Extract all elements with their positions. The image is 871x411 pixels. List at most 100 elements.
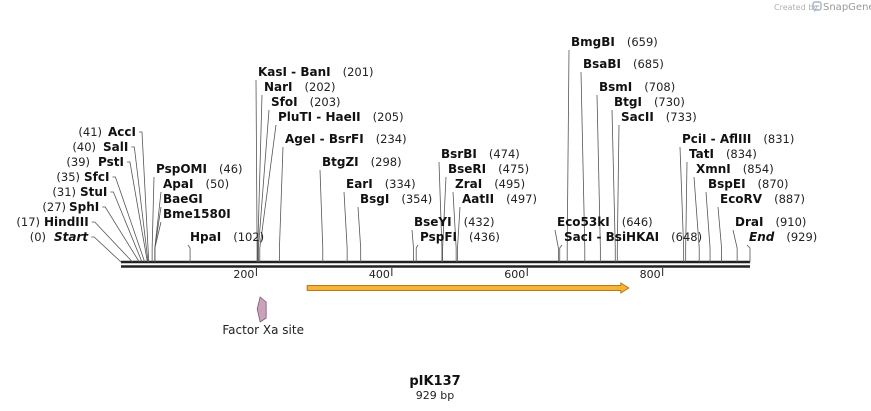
site-xmni: XmnI	[696, 162, 731, 176]
site-position: (40)	[72, 140, 96, 154]
leader-start	[91, 236, 122, 263]
axis-tick-label: 400	[369, 268, 390, 281]
site-position: (831)	[763, 132, 794, 146]
leader-bsabi	[580, 71, 586, 262]
site-position: (354)	[401, 192, 432, 206]
site-position: (685)	[633, 57, 664, 71]
leader-pluti-haeii	[259, 124, 277, 262]
site-position: (334)	[385, 177, 416, 191]
site-bmgbi: BmgBI	[571, 35, 615, 49]
leader-bseri	[442, 176, 447, 262]
site-aatii: AatII	[462, 192, 494, 206]
site-stui: StuI	[80, 185, 107, 199]
site-leader-lines	[91, 49, 751, 263]
site-psti: PstI	[98, 155, 124, 169]
site-position: (730)	[654, 95, 685, 109]
leader-xmni	[693, 176, 700, 262]
site-bsabi: BsaBI	[583, 57, 621, 71]
site-position: (35)	[56, 170, 80, 184]
site-bseri: BseRI	[448, 162, 486, 176]
site-position: (475)	[498, 162, 529, 176]
site-position: (27)	[42, 200, 66, 214]
snapgene-logo	[812, 1, 822, 11]
feature-label: Factor Xa site	[222, 323, 304, 337]
leader-sfoi	[258, 109, 270, 262]
site-drai: DraI	[735, 215, 763, 229]
site-tati: TatI	[689, 147, 714, 161]
site-position: (202)	[305, 80, 336, 94]
leader-stui	[110, 191, 143, 263]
site-position: (31)	[52, 185, 76, 199]
site-position: (708)	[644, 80, 675, 94]
leader-kasi-bani	[255, 79, 258, 262]
leader-bsgi	[357, 206, 362, 262]
leader-pspfi	[415, 244, 419, 262]
site-position: (46)	[219, 162, 243, 176]
site-position: (203)	[310, 95, 341, 109]
axis-tick-label: 800	[640, 268, 661, 281]
leader-eco53ki	[554, 229, 559, 262]
orf-arrow	[306, 282, 630, 294]
site-ecorv: EcoRV	[720, 192, 763, 206]
site-apai: ApaI	[163, 177, 193, 191]
leader-pspomi	[151, 176, 155, 262]
leader-hpai	[187, 244, 191, 262]
site-position: (497)	[506, 192, 537, 206]
factor-xa-site-marker	[256, 296, 267, 323]
leader-hindiii	[91, 221, 133, 263]
leader-bme1580i	[154, 221, 162, 262]
site-pspfi: PspFI	[420, 230, 457, 244]
leader-sfci	[112, 176, 146, 263]
site-position: (201)	[343, 65, 374, 79]
site-bseyi: BseYI	[414, 215, 452, 229]
site-sacii: SacII	[621, 110, 654, 124]
site-start: Start	[54, 230, 89, 244]
site-nari: NarI	[264, 80, 293, 94]
site-zrai: ZraI	[455, 177, 482, 191]
site-agei-bsrfi: AgeI - BsrFI	[285, 132, 364, 146]
leader-aatii	[457, 206, 461, 262]
axis-tick-label: 200	[233, 268, 254, 281]
site-position: (495)	[494, 177, 525, 191]
plasmid-size: 929 bp	[416, 389, 454, 402]
site-position: (436)	[469, 230, 500, 244]
leader-ecorv	[717, 206, 722, 262]
site-position: (659)	[627, 35, 658, 49]
site-hpai: HpaI	[190, 230, 221, 244]
site-end: End	[749, 230, 775, 244]
site-saci-bsihkai: SacI - BsiHKAI	[564, 230, 659, 244]
leader-sphi	[102, 206, 140, 263]
site-position: (887)	[774, 192, 805, 206]
site-bme1580i: Bme1580I	[163, 207, 231, 221]
site-sfoi: SfoI	[271, 95, 298, 109]
site-position: (39)	[66, 155, 90, 169]
created-by-text: Created by	[774, 3, 818, 12]
site-position: (854)	[743, 162, 774, 176]
leader-bmgbi	[566, 49, 570, 262]
site-position: (17)	[16, 215, 40, 229]
leader-bsmi	[596, 94, 601, 262]
site-position: (50)	[205, 177, 229, 191]
leader-eari	[343, 191, 348, 262]
site-btgzi: BtgZI	[322, 155, 359, 169]
site-btgi: BtgI	[614, 95, 642, 109]
site-position: (733)	[666, 110, 697, 124]
site-position: (646)	[622, 215, 653, 229]
axis-ticks: 200 400 600 800	[233, 268, 664, 281]
site-position: (432)	[464, 215, 495, 229]
site-sphi: SphI	[69, 200, 99, 214]
leader-psti	[126, 161, 148, 263]
site-position: (870)	[758, 177, 789, 191]
site-kasi-bani: KasI - BanI	[258, 65, 331, 79]
site-pspomi: PspOMI	[156, 162, 207, 176]
site-position: (910)	[775, 215, 806, 229]
site-position: (834)	[726, 147, 757, 161]
site-position: (234)	[376, 132, 407, 146]
leader-sali	[131, 146, 149, 263]
site-position: (474)	[489, 147, 520, 161]
site-bspei: BspEI	[708, 177, 746, 191]
leader-bsrbi	[438, 161, 443, 262]
site-bsmi: BsmI	[599, 80, 632, 94]
leader-bseyi	[411, 229, 414, 262]
